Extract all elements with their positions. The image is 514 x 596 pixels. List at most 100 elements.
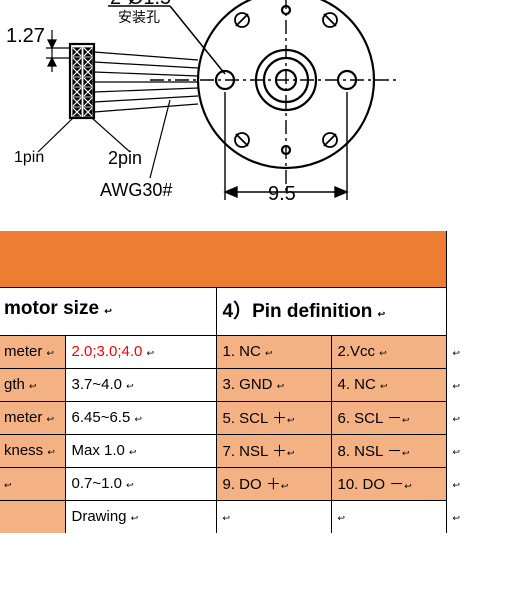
margin-ret: ↩ — [446, 500, 466, 533]
ret-mark: ↩ — [453, 513, 461, 523]
txt: 8. NSL － — [338, 443, 402, 460]
callout-main: 2-Ø1.5 — [110, 0, 171, 9]
txt: gth — [4, 376, 25, 393]
ret-mark: ↩ — [453, 381, 461, 391]
cell-label: meter ↩ — [0, 401, 65, 434]
cell-label: meter ↩ — [0, 335, 65, 368]
label-awg: AWG30# — [100, 180, 172, 200]
txt: 4. NC — [338, 376, 376, 393]
ret-mark: ↩ — [378, 309, 386, 319]
blank-header-4 — [331, 231, 446, 287]
cell-pin: 4. NC ↩ — [331, 368, 446, 401]
table-row: gth ↩ 3.7~4.0 ↩ 3. GND ↩ 4. NC ↩ ↩ — [0, 368, 466, 401]
cell-pin: 9. DO ＋↩ — [216, 467, 331, 500]
txt: 6. SCL － — [338, 410, 402, 427]
ret-mark: ↩ — [4, 480, 12, 490]
cell-label — [0, 500, 65, 533]
cell-pin: 8. NSL －↩ — [331, 434, 446, 467]
cell-value: 6.45~6.5 ↩ — [65, 401, 216, 434]
ret-mark: ↩ — [404, 481, 412, 491]
ret-mark: ↩ — [47, 414, 55, 424]
cell-pin: 5. SCL ＋↩ — [216, 401, 331, 434]
ret-mark: ↩ — [281, 481, 289, 491]
cell-pin: 6. SCL －↩ — [331, 401, 446, 434]
txt: 5. SCL ＋ — [223, 410, 287, 427]
diagram-svg: 2-Ø1.5 安装孔 1.27 1pin 2pin AWG30# 9.5 — [0, 0, 514, 228]
txt: Drawing — [72, 508, 127, 525]
txt: 7. NSL ＋ — [223, 443, 287, 460]
table-row: meter ↩ 2.0;3.0;4.0 ↩ 1. NC ↩ 2.Vcc ↩ ↩ — [0, 335, 466, 368]
cell-pin: 7. NSL ＋↩ — [216, 434, 331, 467]
ret-mark: ↩ — [453, 348, 461, 358]
ret-mark: ↩ — [47, 447, 55, 457]
ret-mark: ↩ — [29, 381, 37, 391]
ret-mark: ↩ — [131, 513, 139, 523]
txt: 10. DO － — [338, 476, 405, 493]
cell-pin: 10. DO －↩ — [331, 467, 446, 500]
txt: 3. GND — [223, 376, 273, 393]
cell-value: 2.0;3.0;4.0 ↩ — [65, 335, 216, 368]
margin-ret: ↩ — [446, 401, 466, 434]
header-col2-text: 4）Pin definition — [223, 301, 373, 322]
cell-value: Drawing ↩ — [65, 500, 216, 533]
txt: kness — [4, 442, 43, 459]
txt: meter — [4, 343, 42, 360]
margin-cell — [446, 231, 466, 287]
ret-mark: ↩ — [223, 513, 231, 523]
ret-mark: ↩ — [338, 513, 346, 523]
callout-sub: 安装孔 — [118, 9, 160, 25]
diagram-area: 2-Ø1.5 安装孔 1.27 1pin 2pin AWG30# 9.5 — [0, 0, 514, 228]
ret-mark: ↩ — [277, 381, 285, 391]
blank-header-2 — [65, 231, 216, 287]
spec-table: motor size ↩ 4）Pin definition ↩ meter ↩ … — [0, 231, 466, 533]
ret-mark: ↩ — [402, 415, 410, 425]
txt: 3.7~4.0 — [72, 376, 122, 393]
txt: 0.7~1.0 — [72, 475, 122, 492]
cell-label: gth ↩ — [0, 368, 65, 401]
ret-mark: ↩ — [126, 381, 134, 391]
table-row: ↩ 0.7~1.0 ↩ 9. DO ＋↩ 10. DO －↩ ↩ — [0, 467, 466, 500]
ret-mark: ↩ — [287, 448, 295, 458]
txt: 2.Vcc — [338, 343, 376, 360]
cell-pin: 2.Vcc ↩ — [331, 335, 446, 368]
txt: 2.0;3.0;4.0 — [72, 343, 143, 360]
margin-ret: ↩ — [446, 467, 466, 500]
cell-value: Max 1.0 ↩ — [65, 434, 216, 467]
margin-ret: ↩ — [446, 335, 466, 368]
cell-label: ↩ — [0, 467, 65, 500]
cell-pin: ↩ — [216, 500, 331, 533]
cell-label: kness ↩ — [0, 434, 65, 467]
margin-ret: ↩ — [446, 434, 466, 467]
label-2pin: 2pin — [108, 148, 142, 168]
margin-ret: ↩ — [446, 368, 466, 401]
dim-1.27: 1.27 — [6, 25, 45, 47]
ret-mark: ↩ — [402, 448, 410, 458]
label-1pin: 1pin — [14, 149, 44, 166]
cell-pin: ↩ — [331, 500, 446, 533]
ret-mark: ↩ — [104, 306, 112, 316]
ret-mark: ↩ — [147, 348, 155, 358]
ret-mark: ↩ — [126, 480, 134, 490]
table-row: meter ↩ 6.45~6.5 ↩ 5. SCL ＋↩ 6. SCL －↩ ↩ — [0, 401, 466, 434]
ret-mark: ↩ — [47, 348, 55, 358]
txt: Max 1.0 — [72, 442, 125, 459]
ret-mark: ↩ — [265, 348, 273, 358]
header-col1-text: motor size — [4, 298, 99, 319]
ret-mark: ↩ — [453, 414, 461, 424]
ret-mark: ↩ — [129, 447, 137, 457]
cell-pin: 3. GND ↩ — [216, 368, 331, 401]
blank-header-1 — [0, 231, 65, 287]
margin-cell — [446, 287, 466, 335]
table-row: Drawing ↩ ↩ ↩ ↩ — [0, 500, 466, 533]
ret-mark: ↩ — [379, 348, 387, 358]
ret-mark: ↩ — [380, 381, 388, 391]
ret-mark: ↩ — [453, 480, 461, 490]
cell-value: 3.7~4.0 ↩ — [65, 368, 216, 401]
ret-mark: ↩ — [287, 415, 295, 425]
table-area: motor size ↩ 4）Pin definition ↩ meter ↩ … — [0, 231, 514, 533]
header-pin-definition: 4）Pin definition ↩ — [216, 287, 446, 335]
table-row: kness ↩ Max 1.0 ↩ 7. NSL ＋↩ 8. NSL －↩ ↩ — [0, 434, 466, 467]
blank-header-3 — [216, 231, 331, 287]
cell-value: 0.7~1.0 ↩ — [65, 467, 216, 500]
cell-pin: 1. NC ↩ — [216, 335, 331, 368]
